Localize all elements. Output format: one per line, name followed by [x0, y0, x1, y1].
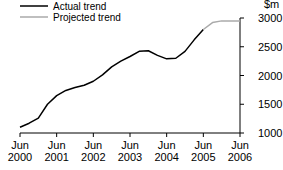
x-tick [203, 133, 204, 137]
y-tick-label: 2000 [258, 70, 282, 82]
series-line [203, 21, 240, 30]
x-tick [130, 133, 131, 137]
x-tick [56, 133, 57, 137]
y-tick [240, 46, 244, 47]
y-tick [240, 75, 244, 76]
x-tick-label-line: 2006 [228, 151, 252, 163]
y-tick-label: 3000 [258, 12, 282, 24]
x-tick-label-line: 2000 [8, 151, 32, 163]
chart: 10001500200025003000$mJun2000Jun2001Jun2… [0, 0, 283, 170]
x-tick-label: Jun2006 [228, 139, 252, 163]
legend-label: Actual trend [53, 1, 106, 12]
y-tick-label: 1500 [258, 98, 282, 110]
y-tick-label: 2500 [258, 41, 282, 53]
series-line [20, 30, 203, 128]
y-tick [240, 104, 244, 105]
x-tick-label-line: 2003 [118, 151, 142, 163]
x-tick-label: Jun2004 [154, 139, 178, 163]
x-tick-label-line: 2005 [191, 151, 215, 163]
x-tick [166, 133, 167, 137]
y-tick [240, 133, 244, 134]
x-tick-label-line: Jun [231, 139, 249, 151]
x-tick-label: Jun2002 [81, 139, 105, 163]
y-tick-label: 1000 [258, 127, 282, 139]
x-tick-label-line: 2004 [154, 151, 178, 163]
x-tick-label-line: 2002 [81, 151, 105, 163]
x-tick-label: Jun2001 [44, 139, 68, 163]
x-tick-label: Jun2003 [118, 139, 142, 163]
x-tick [20, 133, 21, 137]
y-tick [240, 18, 244, 19]
plot-area [20, 21, 240, 127]
x-tick-label-line: Jun [84, 139, 102, 151]
x-tick-label-line: 2001 [44, 151, 68, 163]
x-tick-label-line: Jun [11, 139, 29, 151]
x-tick [93, 133, 94, 137]
x-tick-label-line: Jun [194, 139, 212, 151]
x-tick-label-line: Jun [48, 139, 66, 151]
x-tick-label-line: Jun [158, 139, 176, 151]
y-axis-label: $m [264, 0, 279, 10]
legend-label: Projected trend [53, 12, 121, 23]
legend-key [20, 5, 48, 7]
x-tick [240, 133, 241, 137]
x-tick-label: Jun2000 [8, 139, 32, 163]
x-tick-label: Jun2005 [191, 139, 215, 163]
legend-key [20, 16, 48, 18]
x-tick-label-line: Jun [121, 139, 139, 151]
